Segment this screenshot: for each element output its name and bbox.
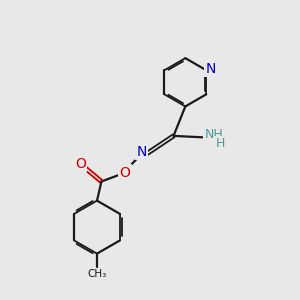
Text: NH: NH: [205, 128, 223, 141]
Text: H: H: [215, 137, 225, 150]
Text: CH₃: CH₃: [87, 269, 106, 279]
Text: O: O: [75, 157, 86, 171]
Text: N: N: [136, 145, 147, 159]
Text: O: O: [119, 166, 130, 180]
Text: N: N: [206, 62, 216, 76]
